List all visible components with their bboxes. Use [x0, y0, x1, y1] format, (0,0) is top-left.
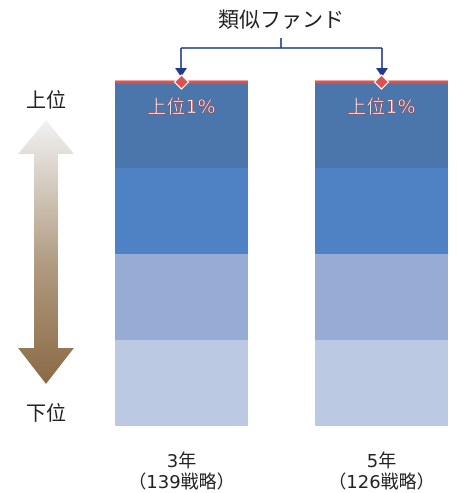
bracket-arrowhead-right [376, 68, 388, 77]
bar-segment-1-q4 [115, 340, 248, 426]
bar-segment-2-q2 [315, 168, 448, 254]
bar-segment-2-q3 [315, 254, 448, 340]
marker-label-2: 上位1% [347, 96, 415, 118]
bars [115, 82, 448, 426]
axis-top-label: 上位 [26, 88, 66, 112]
marker-diamond-1 [173, 74, 190, 90]
bar-segment-2-q4 [315, 340, 448, 426]
bar-segment-2-q1 [315, 82, 448, 168]
title-bracket [180, 38, 383, 70]
bar-segment-1-q2 [115, 168, 248, 254]
markers: 上位1% 上位1% [115, 74, 448, 118]
axis-bottom-label: 下位 [26, 401, 66, 425]
marker-diamond-2 [373, 74, 390, 90]
category-label-1-line2: （139戦略） [128, 472, 234, 493]
bar-segment-1-q1 [115, 82, 248, 168]
category-label-1-line1: 3年 [167, 451, 196, 472]
rank-direction-arrow [18, 120, 74, 384]
category-label-2-line2: （126戦略） [328, 472, 434, 493]
bar-segment-1-q3 [115, 254, 248, 340]
category-labels: 3年（139戦略） 5年（126戦略） [128, 451, 434, 493]
category-label-2-line1: 5年 [367, 451, 396, 472]
chart-title: 類似ファンド [218, 8, 344, 32]
marker-label-1: 上位1% [147, 96, 215, 118]
bracket-arrowhead-left [175, 68, 187, 77]
